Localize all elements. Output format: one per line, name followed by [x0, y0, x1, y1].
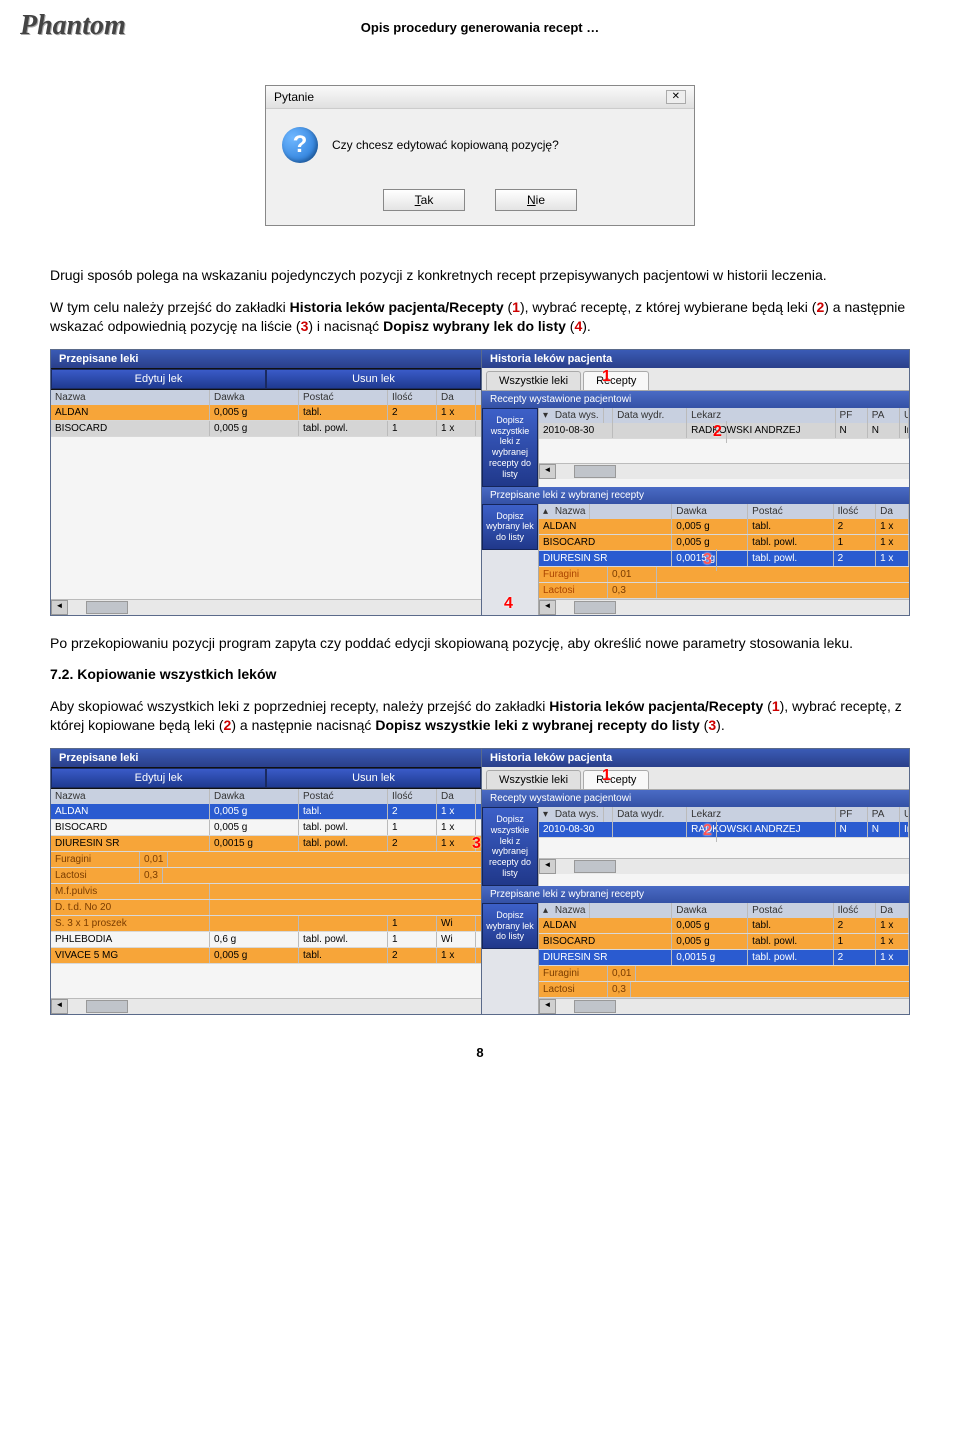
app-screenshot-2: Przepisane leki Edytuj lek Usun lek Nazw… — [50, 748, 910, 1015]
copy-one-button[interactable]: Dopisz wybrany lek do listy — [482, 504, 538, 550]
logo: Phantom — [20, 10, 126, 42]
table-row[interactable]: ALDAN0,005 gtabl.21 x — [539, 918, 909, 934]
table-row: Lactosi0,3 — [51, 868, 481, 884]
scrollbar[interactable]: ◄ — [51, 998, 481, 1014]
left-panel-title: Przepisane leki — [51, 350, 481, 368]
paragraph: Aby skopiować wszystkich leki z poprzedn… — [50, 697, 910, 736]
dialog-message: Czy chcesz edytować kopiowaną pozycję? — [332, 138, 559, 152]
table-row: Furagini0,01 — [539, 966, 909, 982]
table-row[interactable]: 2010-08-30RADKOWSKI ANDRZEJNNInwalidzi w… — [539, 423, 909, 439]
scrollbar[interactable]: ◄ — [51, 599, 481, 615]
section-heading: 7.2. Kopiowanie wszystkich leków — [50, 665, 910, 685]
sub-header: Przepisane leki z wybranej recepty — [482, 487, 909, 504]
edit-button[interactable]: Edytuj lek — [51, 768, 266, 788]
table-row: Furagini0,01 — [539, 567, 909, 583]
copy-one-button[interactable]: Dopisz wybrany lek do listy — [482, 903, 538, 949]
sub-header: Recepty wystawione pacjentowi — [482, 391, 909, 408]
annotation-1: 1 — [602, 368, 611, 386]
table-row: M.f.pulvis — [51, 884, 481, 900]
yes-button[interactable]: Tak — [383, 189, 465, 211]
delete-button[interactable]: Usun lek — [266, 369, 481, 389]
table-row[interactable]: DIURESIN SR0,0015 gtabl. powl.21 x 3 — [539, 551, 909, 567]
table-row[interactable]: 2010-08-30RADKOWSKI ANDRZEJNNInwalidzi w… — [539, 822, 909, 838]
left-panel-title: Przepisane leki — [51, 749, 481, 767]
page-number: 8 — [50, 1045, 910, 1060]
column-headers: Nazwa Dawka Postać Ilość Da — [51, 390, 481, 405]
column-headers: NazwaDawkaPostaćIlośćDa — [51, 789, 481, 804]
table-row[interactable]: ALDAN0,005 gtabl.21 x — [539, 519, 909, 535]
scrollbar[interactable]: ◄ — [539, 998, 909, 1014]
table-row: D. t.d. No 20 — [51, 900, 481, 916]
copy-all-button[interactable]: Dopisz wszystkie leki z wybranej recepty… — [482, 807, 538, 886]
no-button[interactable]: Nie — [495, 189, 577, 211]
table-row[interactable]: ALDAN0,005 gtabl.21 x — [51, 405, 481, 421]
table-row[interactable]: VIVACE 5 MG0,005 gtabl.21 x — [51, 948, 481, 964]
paragraph: Po przekopiowaniu pozycji program zapyta… — [50, 634, 910, 654]
annotation-3: 3 — [699, 549, 717, 571]
paragraph: Drugi sposób polega na wskazaniu pojedyn… — [50, 266, 910, 286]
annotation-3: 3 — [472, 835, 481, 853]
annotation-2: 2 — [699, 820, 717, 842]
tab-all[interactable]: Wszystkie leki — [486, 770, 581, 789]
question-icon: ? — [282, 127, 318, 163]
scrollbar[interactable]: ◄ — [539, 463, 909, 479]
sub-header: Recepty wystawione pacjentowi — [482, 790, 909, 807]
table-row[interactable]: BISOCARD0,005 gtabl. powl.11 x — [539, 535, 909, 551]
table-row[interactable]: PHLEBODIA0,6 gtabl. powl.1Wi — [51, 932, 481, 948]
sub-header: Przepisane leki z wybranej recepty — [482, 886, 909, 903]
tab-recepty[interactable]: Recepty — [583, 770, 649, 789]
column-headers: ▴ Nazwa Dawka Postać Ilość Da — [539, 504, 909, 519]
right-panel-title: Historia leków pacjenta — [482, 749, 909, 767]
column-headers: ▾ Data wys.Data wydr.LekarzPFPAUprawnien… — [539, 807, 909, 822]
table-row[interactable]: BISOCARD0,005 gtabl. powl.11 x — [51, 820, 481, 836]
table-row[interactable]: DIURESIN SR0,0015 gtabl. powl.21 x — [539, 950, 909, 966]
table-row[interactable]: BISOCARD0,005 gtabl. powl.11 x — [539, 934, 909, 950]
dialog-title: Pytanie — [274, 90, 314, 104]
tab-recepty[interactable]: Recepty — [583, 371, 649, 390]
tab-all[interactable]: Wszystkie leki — [486, 371, 581, 390]
no-label: ie — [536, 193, 545, 207]
annotation-2: 2 — [709, 421, 727, 443]
confirm-dialog: Pytanie ✕ ? Czy chcesz edytować kopiowan… — [265, 85, 695, 226]
page-title: Opis procedury generowania recept … — [50, 20, 910, 35]
edit-button[interactable]: Edytuj lek — [51, 369, 266, 389]
annotation-4: 4 — [504, 595, 513, 613]
table-row[interactable]: DIURESIN SR0,0015 gtabl. powl.21 x — [51, 836, 481, 852]
paragraph: W tym celu należy przejść do zakładki Hi… — [50, 298, 910, 337]
scrollbar[interactable]: ◄ — [539, 599, 909, 615]
table-row[interactable]: ALDAN0,005 gtabl.21 x — [51, 804, 481, 820]
table-row: Lactosi0,3 — [539, 583, 909, 599]
yes-label: ak — [421, 193, 434, 207]
close-icon[interactable]: ✕ — [666, 90, 686, 104]
column-headers: ▴ NazwaDawkaPostaćIlośćDa — [539, 903, 909, 918]
table-row[interactable]: BISOCARD0,005 gtabl. powl.11 x — [51, 421, 481, 437]
delete-button[interactable]: Usun lek — [266, 768, 481, 788]
table-row: S. 3 x 1 proszek1Wi — [51, 916, 481, 932]
scrollbar[interactable]: ◄ — [539, 858, 909, 874]
table-row: Lactosi0,3 — [539, 982, 909, 998]
copy-all-button[interactable]: Dopisz wszystkie leki z wybranej recepty… — [482, 408, 538, 487]
app-screenshot-1: Przepisane leki Edytuj lek Usun lek Nazw… — [50, 349, 910, 616]
right-panel-title: Historia leków pacjenta — [482, 350, 909, 368]
table-row: Furagini0,01 — [51, 852, 481, 868]
annotation-1: 1 — [602, 767, 611, 785]
